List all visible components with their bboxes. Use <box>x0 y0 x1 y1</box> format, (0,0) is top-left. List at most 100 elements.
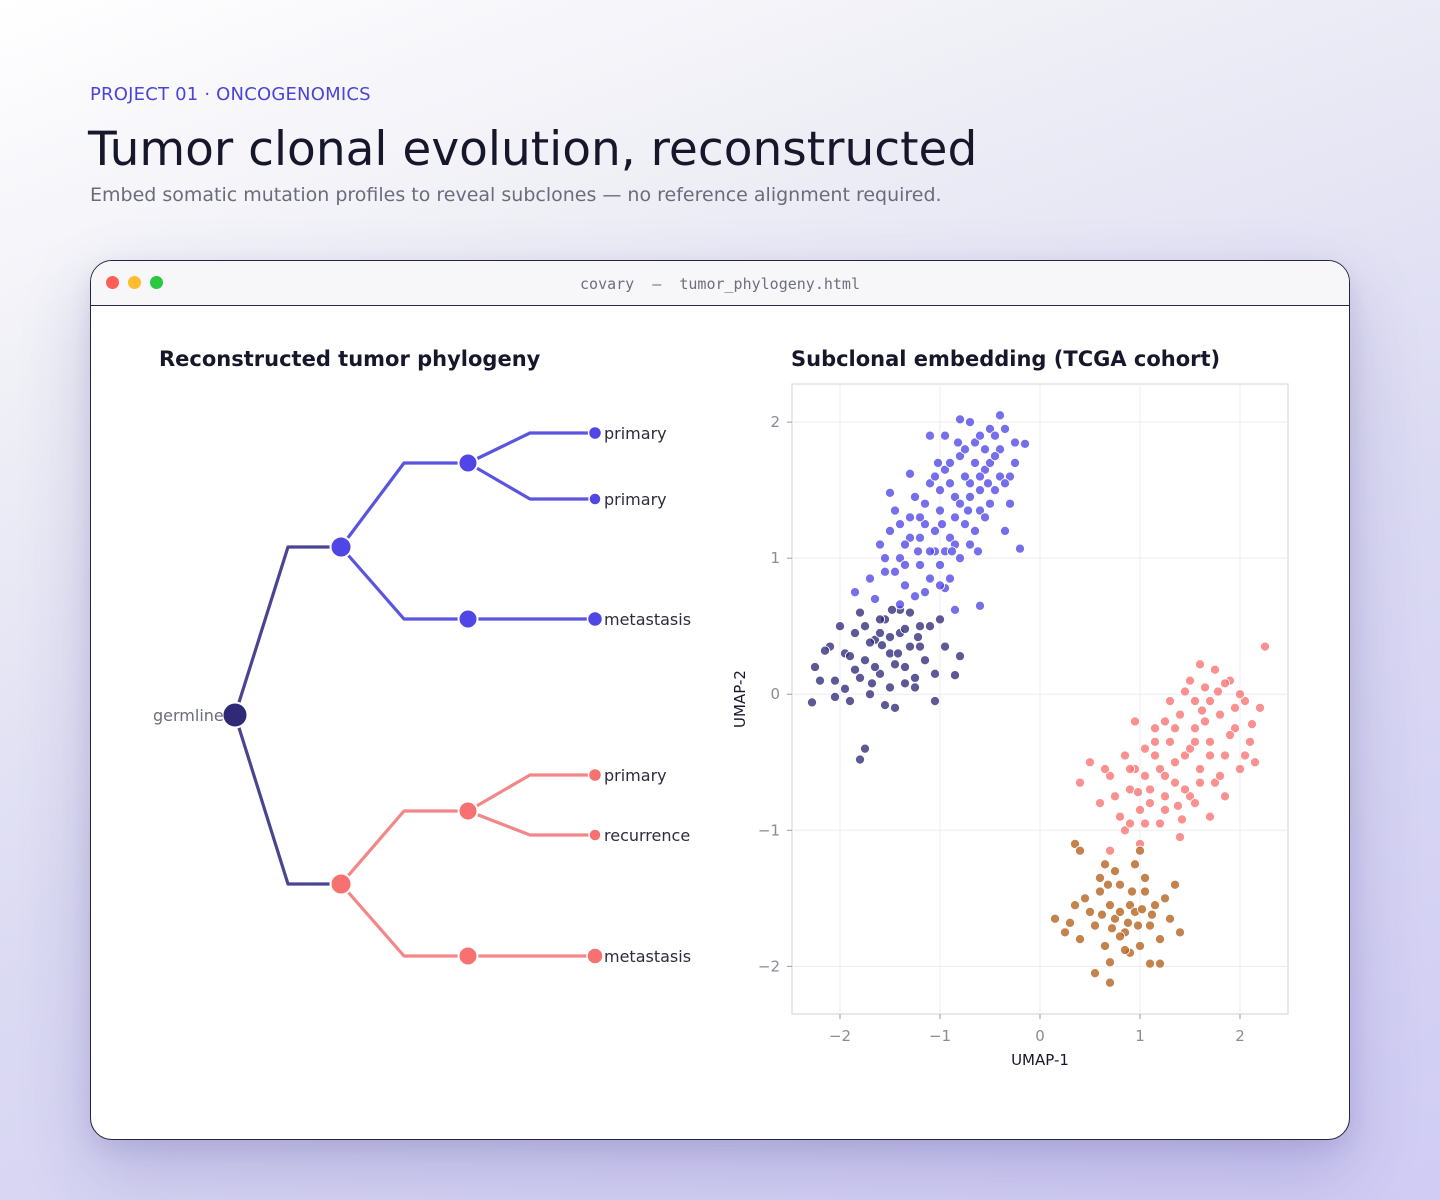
data-point <box>939 464 951 475</box>
data-point <box>914 559 926 571</box>
data-point <box>1124 818 1136 829</box>
data-point <box>899 580 911 591</box>
x-tick-label: −2 <box>829 1027 851 1045</box>
data-point <box>924 430 936 441</box>
minimize-window-button[interactable] <box>128 276 141 289</box>
data-point <box>959 519 971 530</box>
data-point <box>939 430 951 441</box>
data-point <box>954 651 966 662</box>
data-point <box>1139 818 1151 829</box>
data-point <box>864 689 876 700</box>
data-point <box>864 637 876 648</box>
data-point <box>854 672 866 683</box>
data-point <box>876 640 888 651</box>
data-point <box>1129 859 1141 870</box>
data-point <box>1064 917 1076 928</box>
data-point <box>994 471 1006 482</box>
data-point <box>932 457 944 468</box>
data-point <box>1159 791 1171 802</box>
data-point <box>924 546 936 557</box>
subclone-node <box>457 800 479 822</box>
data-point <box>894 519 906 530</box>
data-point <box>1194 764 1206 775</box>
data-point <box>1136 904 1148 915</box>
data-point <box>1179 750 1191 761</box>
point-series-1 <box>806 604 966 765</box>
data-point <box>954 498 966 509</box>
data-point <box>1134 804 1146 815</box>
close-window-button[interactable] <box>106 276 119 289</box>
data-point <box>946 546 958 557</box>
data-point <box>1104 900 1116 911</box>
data-point <box>1119 825 1131 836</box>
point-series-2 <box>849 410 1031 615</box>
data-point <box>1069 900 1081 911</box>
data-point <box>944 478 956 489</box>
data-point <box>1009 457 1021 468</box>
data-point <box>984 498 996 509</box>
data-point <box>934 580 946 591</box>
data-point <box>914 532 926 543</box>
data-point <box>834 621 846 632</box>
embedding-panel: Subclonal embedding (TCGA cohort) −2 −1 0 1… <box>731 347 1289 1069</box>
data-point <box>1009 437 1021 448</box>
data-point <box>1169 879 1181 890</box>
data-point <box>1139 770 1151 781</box>
data-point <box>1229 702 1241 713</box>
data-point <box>909 491 921 502</box>
data-point <box>1164 695 1176 707</box>
data-point <box>964 539 976 550</box>
data-point <box>1004 498 1016 509</box>
data-point <box>814 675 826 686</box>
data-point <box>1194 659 1206 670</box>
data-point <box>829 675 841 686</box>
data-point <box>1096 909 1108 920</box>
data-point <box>1154 818 1166 829</box>
data-point <box>1094 798 1106 809</box>
data-point <box>1124 900 1136 911</box>
data-point <box>1094 886 1106 897</box>
data-point <box>899 559 911 571</box>
data-point <box>1219 750 1231 761</box>
data-point <box>949 512 961 523</box>
data-point <box>874 539 886 550</box>
leaf-node <box>587 767 603 783</box>
data-point <box>979 464 991 475</box>
data-point <box>1059 927 1071 938</box>
data-point <box>884 632 896 643</box>
data-point <box>839 683 851 694</box>
data-point <box>1074 777 1086 788</box>
data-point <box>1099 859 1111 870</box>
data-point <box>949 604 961 615</box>
data-point <box>869 661 881 673</box>
data-point <box>1124 764 1136 775</box>
data-point <box>1246 719 1258 730</box>
data-point <box>1132 920 1144 931</box>
data-point <box>989 451 1001 462</box>
data-point <box>892 648 904 659</box>
data-point <box>1074 934 1086 945</box>
data-point <box>1144 958 1156 969</box>
data-point <box>849 587 861 598</box>
data-point <box>904 532 916 543</box>
data-point <box>929 668 941 679</box>
data-point <box>859 743 871 754</box>
data-point <box>1204 695 1216 707</box>
data-point <box>894 553 906 564</box>
data-point <box>914 512 926 523</box>
data-point <box>1189 723 1201 734</box>
clade-node-a <box>329 535 353 559</box>
leaf-node <box>586 610 604 628</box>
data-point <box>1174 832 1186 843</box>
data-point <box>934 505 946 516</box>
data-point <box>1189 798 1201 809</box>
data-point <box>1099 940 1111 952</box>
leaf-label-metastasis: metastasis <box>604 947 691 966</box>
data-point <box>1004 471 1016 482</box>
data-point <box>919 498 931 509</box>
data-point <box>1144 798 1156 809</box>
data-point <box>1159 770 1171 781</box>
data-point <box>969 525 981 537</box>
data-point <box>1189 695 1201 707</box>
maximize-window-button[interactable] <box>150 276 163 289</box>
